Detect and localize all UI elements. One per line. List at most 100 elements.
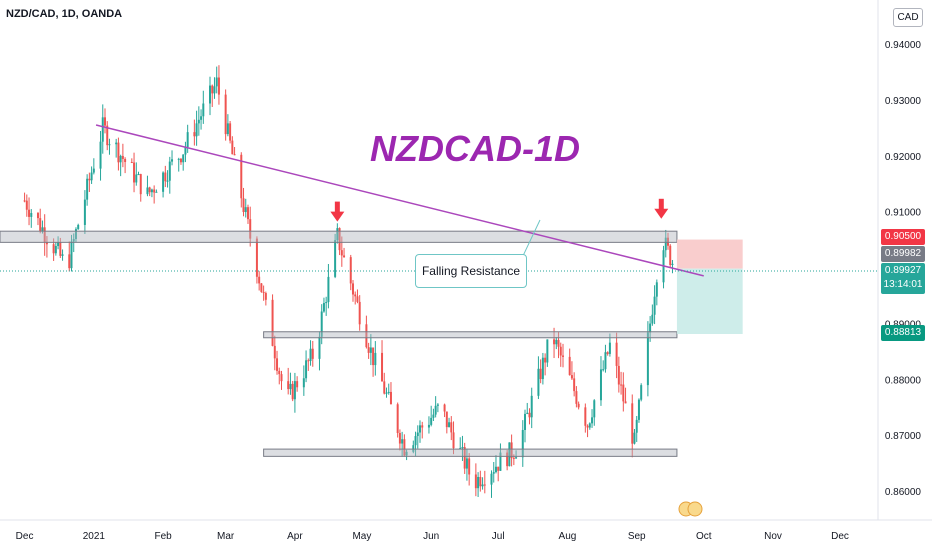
candle-body: [640, 385, 643, 400]
candle-body: [483, 484, 486, 486]
candle-body: [586, 425, 589, 428]
candle-body: [240, 154, 243, 199]
arrows-layer: [330, 198, 669, 222]
position-layer: [676, 239, 743, 334]
candle-body: [622, 384, 625, 402]
candle-body: [115, 142, 118, 145]
candle-body: [427, 424, 430, 428]
candle-body: [340, 250, 343, 256]
candle-body: [177, 158, 180, 160]
candle-body: [372, 347, 375, 366]
support-resistance-zone: [263, 448, 678, 457]
candle-body: [430, 417, 433, 425]
candle-body: [213, 86, 216, 94]
candle-body: [260, 283, 263, 292]
candle-body: [506, 452, 509, 467]
take-profit-zone: [676, 268, 743, 334]
candles-layer: [23, 65, 674, 498]
candle-body: [209, 85, 212, 104]
candle-body: [229, 123, 232, 141]
candle-body: [351, 283, 354, 295]
candle-body: [164, 172, 167, 182]
zones-layer: [0, 230, 678, 457]
candle-body: [499, 452, 502, 471]
candle-body: [349, 257, 352, 284]
candle-body: [414, 436, 417, 446]
candle-body: [217, 77, 220, 95]
news-icon[interactable]: [687, 501, 703, 517]
bar-countdown: 13:14:01: [883, 279, 923, 290]
candle-body: [83, 199, 86, 225]
candle-body: [443, 404, 446, 412]
candle-body: [385, 392, 388, 394]
candle-body: [541, 357, 544, 380]
candle-body: [77, 224, 80, 230]
candle-body: [52, 244, 55, 254]
candle-body: [459, 447, 462, 449]
candle-body: [45, 242, 48, 245]
candle-body: [666, 237, 669, 246]
candle-body: [515, 457, 518, 459]
candle-body: [374, 352, 377, 366]
falling-resistance-callout[interactable]: Falling Resistance: [415, 254, 527, 288]
price-tag-stop: 0.90500: [881, 229, 925, 245]
candle-body: [381, 352, 384, 382]
candle-body: [90, 172, 93, 181]
falling-resistance-trendline[interactable]: [95, 124, 704, 277]
candle-body: [606, 352, 609, 354]
candle-body: [150, 189, 153, 193]
candle-body: [577, 403, 580, 408]
candle-body: [249, 219, 252, 239]
candle-body: [101, 117, 104, 142]
last-price-label: 0.89927: [884, 265, 922, 276]
candle-body: [664, 237, 667, 251]
candle-body: [307, 360, 310, 362]
candle-body: [546, 339, 549, 363]
candle-body: [396, 404, 399, 433]
candle-body: [186, 132, 189, 148]
candle-body: [211, 85, 214, 94]
candle-body: [117, 142, 120, 163]
candle-body: [421, 425, 424, 428]
candle-body: [573, 378, 576, 392]
candle-body: [36, 213, 39, 219]
candle-body: [41, 227, 44, 232]
symbol-label: NZD/CAD, 1D, OANDA: [6, 8, 123, 20]
x-tick-label: Dec: [16, 531, 34, 542]
x-tick-label: Jun: [423, 531, 439, 542]
candle-body: [524, 413, 527, 430]
candle-body: [244, 207, 247, 213]
candle-body: [72, 239, 75, 242]
candle-body: [367, 347, 370, 353]
candle-body: [637, 399, 640, 420]
candle-body: [121, 155, 124, 159]
candle-body: [70, 241, 73, 269]
candle-body: [365, 324, 368, 348]
x-tick-label: Feb: [154, 531, 172, 542]
currency-button[interactable]: CAD: [893, 8, 923, 27]
candle-body: [104, 117, 107, 126]
candle-body: [305, 360, 308, 379]
candle-body: [602, 369, 605, 371]
candle-body: [119, 155, 122, 163]
candle-body: [631, 403, 634, 444]
candle-body: [555, 339, 558, 345]
news-icons[interactable]: [678, 501, 703, 517]
candle-body: [39, 218, 42, 232]
candle-body: [57, 242, 60, 247]
arrow-down-icon: [654, 208, 669, 219]
candle-body: [448, 422, 451, 428]
x-tick-label: Aug: [559, 531, 577, 542]
candle-body: [445, 411, 448, 428]
candle-body: [88, 178, 91, 181]
candle-body: [463, 447, 466, 469]
candle-body: [479, 476, 482, 487]
candle-body: [561, 355, 564, 357]
candle-body: [193, 132, 196, 137]
arrow-down-icon: [330, 211, 345, 222]
candle-body: [620, 384, 623, 386]
price-tag-entry: 0.89982: [881, 246, 925, 262]
candle-body: [649, 323, 652, 333]
candle-body: [403, 439, 406, 456]
